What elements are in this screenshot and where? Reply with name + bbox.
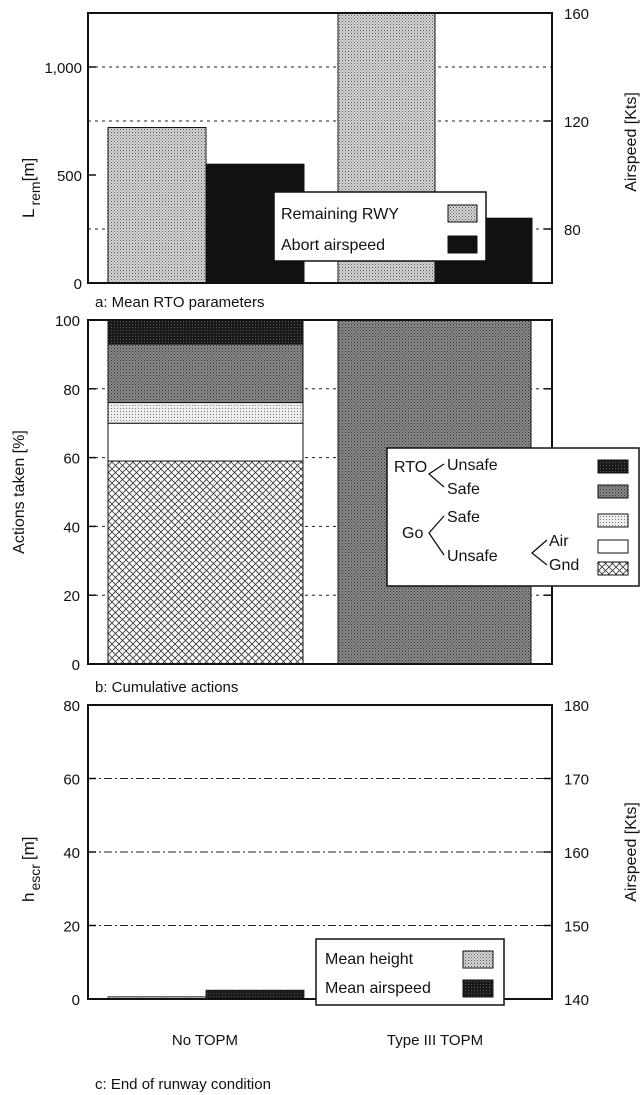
y2tick-label: 170: [564, 772, 589, 789]
plot-frame: [87, 12, 553, 284]
ytick-label: 40: [63, 845, 80, 862]
y-axis-label-sub: rem: [27, 181, 43, 205]
y2tick-label: 160: [564, 845, 589, 862]
y-axis-label-unit: [m]: [19, 158, 38, 182]
panel-c: 0 20 40 60 80 140 150 160 170 180 h escr [m] Airspeed…: [19, 698, 640, 1093]
category-label: Type III TOPM: [387, 1032, 483, 1049]
legend-swatch-go-unsafe-gnd: [597, 561, 629, 576]
ytick-label: 20: [63, 588, 80, 605]
y-axis-label-main: h: [19, 893, 38, 902]
legend-swatch-rto-unsafe: [597, 459, 629, 474]
bar-mean-airspeed: [205, 989, 305, 1000]
legend-label-go-safe: Safe: [447, 509, 480, 526]
legend-brace-go: [428, 515, 445, 556]
y-axis-label: h escr [m]: [19, 836, 43, 902]
legend: RTO Unsafe Safe Go Safe Unsafe Air Gnd: [386, 447, 640, 587]
ytick-label: 0: [74, 276, 82, 293]
y2tick-label: 160: [564, 6, 589, 23]
legend-box: [386, 447, 640, 587]
legend-swatch-rto-safe: [597, 484, 629, 499]
bar-remaining-rwy: [107, 126, 207, 284]
legend: Remaining RWY Abort airspeed: [273, 191, 487, 262]
caption-a: a: Mean RTO parameters: [95, 294, 265, 311]
legend-label-gnd: Gnd: [549, 557, 579, 574]
legend-label-rto-safe: Safe: [447, 481, 480, 498]
legend-label-rto-unsafe: Unsafe: [447, 457, 498, 474]
y-axis-label: Actions taken [%]: [11, 430, 28, 554]
bar-segment-go-safe: [107, 402, 304, 424]
legend-swatch-remaining-rwy: [447, 204, 478, 223]
y-axis-label: Lrem[m]: [19, 158, 43, 218]
category-label: No TOPM: [172, 1032, 238, 1049]
legend-swatch-abort-airspeed: [447, 235, 478, 254]
y2-axis-label: Airspeed [Kts]: [623, 802, 640, 902]
caption-b: b: Cumulative actions: [95, 679, 238, 696]
legend-label-go: Go: [402, 525, 423, 542]
panel-a: 0 500 1,000 80 120 160 Lrem[m] Airspeed [Kts] Re…: [19, 6, 640, 311]
y-axis-label-unit: [m]: [19, 836, 38, 860]
caption-c: c: End of runway condition: [95, 1076, 271, 1093]
y2tick-label: 180: [564, 698, 589, 715]
ytick-label: 80: [63, 698, 80, 715]
bar-segment-rto-safe: [107, 343, 304, 404]
ytick-label: 60: [63, 451, 80, 468]
y-axis-label-sub: escr: [27, 864, 43, 891]
y2-axis-label: Airspeed [Kts]: [623, 92, 640, 192]
legend-label-mean-height: Mean height: [325, 951, 414, 968]
y-axis-label-main: L: [19, 209, 38, 218]
y2tick-label: 80: [564, 222, 581, 239]
bar-segment-rto-unsafe: [107, 319, 304, 345]
y2tick-label: 140: [564, 992, 589, 1009]
ytick-label: 1,000: [44, 60, 82, 77]
ytick-label: 80: [63, 382, 80, 399]
legend-label-air: Air: [549, 533, 569, 550]
y2tick-label: 120: [564, 114, 589, 131]
ytick-label: 60: [63, 772, 80, 789]
legend-label-mean-airspeed: Mean airspeed: [325, 980, 431, 997]
legend: Mean height Mean airspeed: [315, 938, 505, 1006]
ytick-label: 40: [63, 519, 80, 536]
legend-label-go-unsafe: Unsafe: [447, 548, 498, 565]
legend-swatch-go-safe: [597, 513, 629, 528]
y2tick-label: 150: [564, 919, 589, 936]
bar-segment-go-unsafe-air: [107, 422, 304, 462]
legend-brace-rto: [427, 463, 445, 488]
legend-label-abort-airspeed: Abort airspeed: [281, 237, 385, 254]
ytick-label: 0: [72, 992, 80, 1009]
ytick-label: 500: [57, 168, 82, 185]
panel-b: 0 20 40 60 80 100 Actions taken [%] RTO Unsafe Sa…: [11, 313, 640, 696]
legend-swatch-mean-height: [462, 950, 494, 969]
legend-brace-unsafe: [530, 539, 548, 566]
ytick-label: 100: [55, 313, 80, 330]
legend-label-remaining-rwy: Remaining RWY: [281, 206, 399, 223]
legend-swatch-mean-airspeed: [462, 979, 494, 998]
bar-segment-go-unsafe-gnd: [107, 460, 304, 665]
ytick-label: 0: [72, 657, 80, 674]
legend-label-rto: RTO: [394, 459, 427, 476]
ytick-label: 20: [63, 919, 80, 936]
legend-swatch-go-unsafe-air: [597, 539, 629, 554]
